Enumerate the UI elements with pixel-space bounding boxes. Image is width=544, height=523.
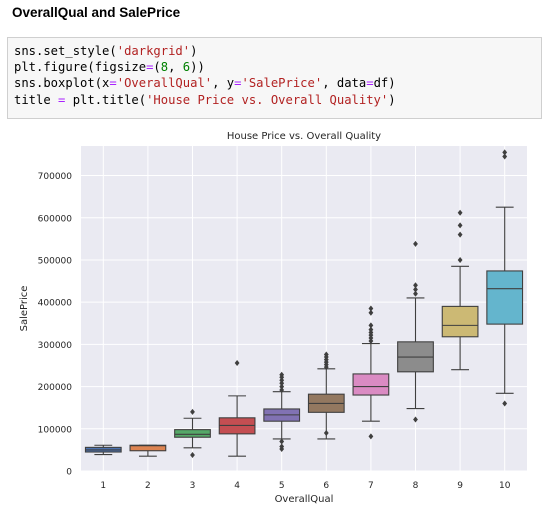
outlier-point (413, 290, 418, 297)
chart-output: 0 100000 200000 300000 400000 500000 600000 700… (0, 122, 544, 518)
code-line-1: sns.set_style('darkgrid') (14, 44, 198, 58)
outlier-point (368, 338, 374, 344)
outlier-point (502, 153, 508, 160)
section-heading: OverallQual and SalePrice (12, 5, 181, 20)
y-tick-label: 600000 (38, 214, 73, 224)
code-line-4: title = plt.title('House Price vs. Overa… (14, 92, 396, 107)
outlier-point (457, 256, 463, 263)
y-tick-label: 200000 (38, 383, 73, 393)
x-tick-label: 1 (100, 481, 106, 491)
outlier-point (368, 322, 374, 329)
x-tick-label: 3 (190, 481, 196, 491)
code-line-3: sns.boxplot(x='OverallQual', y='SalePric… (14, 76, 396, 91)
outlier-point (323, 430, 329, 437)
y-tick-label: 0 (66, 468, 72, 478)
x-tick-label: 7 (368, 481, 374, 491)
box-10 (486, 270, 524, 325)
y-tick-label: 300000 (38, 341, 73, 351)
y-tick-label: 400000 (38, 299, 73, 309)
outlier-point (413, 286, 418, 293)
outlier-point (234, 359, 240, 366)
boxplot-chart: 0 100000 200000 300000 400000 500000 600000 700… (19, 131, 527, 505)
code-line-2: plt.figure(figsize=(8, 6)) (14, 60, 205, 75)
x-tick-label: 9 (457, 481, 463, 491)
box-7 (352, 373, 390, 396)
outlier-point (368, 305, 374, 312)
code-cell[interactable]: sns.set_style('darkgrid') plt.figure(fig… (7, 37, 542, 119)
outlier-point (502, 149, 508, 156)
outlier-point (368, 433, 374, 440)
x-tick-label: 6 (323, 481, 329, 491)
outlier-point (457, 209, 463, 216)
y-tick-label: 700000 (38, 172, 73, 182)
outlier-point (279, 380, 285, 387)
outlier-point (413, 282, 418, 289)
outlier-point (190, 408, 195, 415)
outlier-point (279, 383, 285, 390)
outlier-point (457, 222, 463, 229)
x-axis-label: OverallQual (275, 494, 334, 505)
x-tick-label: 5 (279, 481, 285, 491)
box-9 (441, 305, 479, 338)
x-tick-label: 4 (234, 481, 240, 491)
x-tick-label: 8 (413, 481, 419, 491)
outlier-point (502, 400, 508, 407)
outlier-point (413, 240, 418, 247)
outlier-point (279, 438, 285, 445)
x-tick-label: 2 (145, 481, 151, 491)
outlier-point (279, 386, 285, 393)
outlier-point (368, 309, 374, 316)
y-axis-label: SalePrice (19, 286, 30, 332)
outlier-point (323, 364, 329, 371)
y-tick-label: 500000 (38, 256, 73, 266)
outlier-point (190, 451, 195, 458)
outlier-point (413, 416, 418, 423)
y-tick-label: 100000 (38, 425, 73, 435)
outlier-point (279, 446, 285, 453)
x-tick-label: 10 (499, 481, 511, 491)
chart-title: House Price vs. Overall Quality (227, 131, 381, 142)
outlier-point (457, 231, 463, 238)
box-3 (174, 429, 211, 438)
